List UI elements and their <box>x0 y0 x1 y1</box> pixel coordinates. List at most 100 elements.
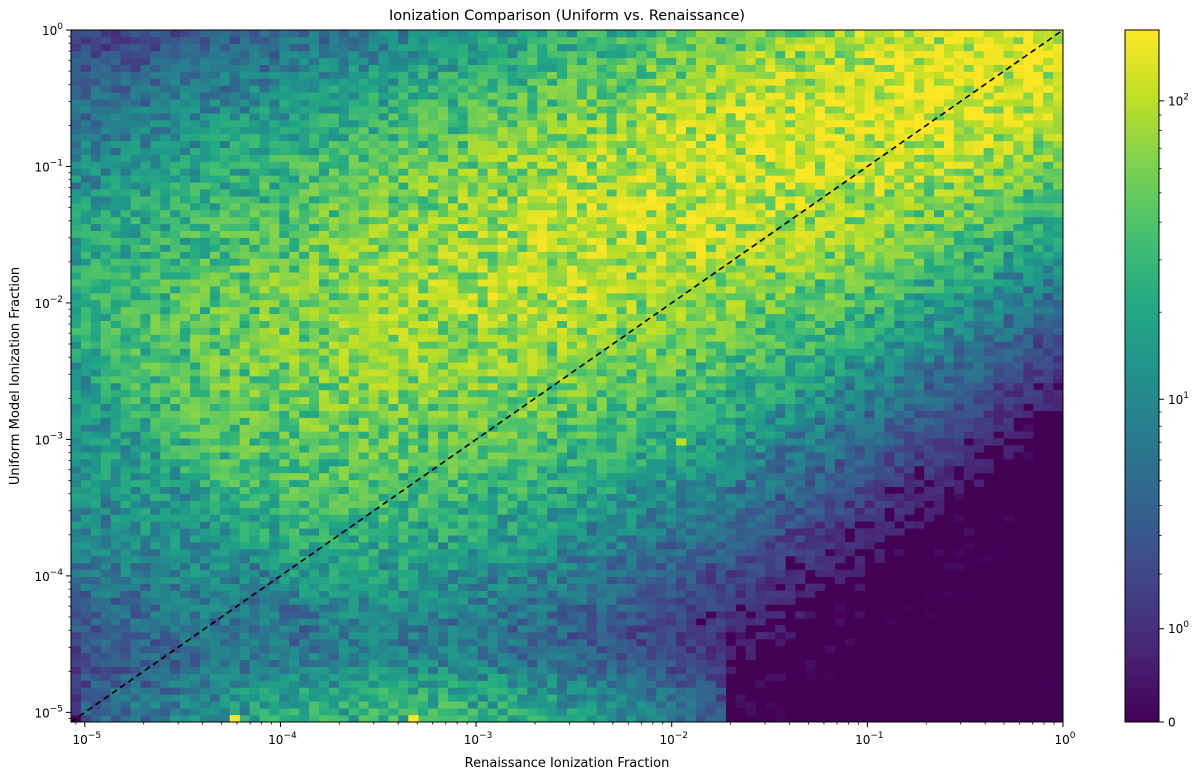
heatmap-cell <box>477 189 488 197</box>
heatmap-cell <box>368 362 379 370</box>
heatmap-cell <box>507 265 518 273</box>
heatmap-cell <box>547 147 558 155</box>
heatmap-cell <box>209 687 221 695</box>
heatmap-cell <box>487 244 498 252</box>
heatmap-cell <box>120 196 131 204</box>
heatmap-cell <box>418 334 429 342</box>
heatmap-cell <box>239 265 250 273</box>
heatmap-cell <box>190 64 201 72</box>
heatmap-cell <box>447 30 459 38</box>
heatmap-cell <box>160 189 171 197</box>
heatmap-cell <box>547 348 558 356</box>
heatmap-cell <box>467 604 479 612</box>
heatmap-cell <box>338 549 350 557</box>
heatmap-cell <box>418 687 429 695</box>
heatmap-cell <box>368 286 379 294</box>
heatmap-cell <box>219 472 231 481</box>
heatmap-cell <box>388 175 399 183</box>
heatmap-cell <box>140 611 151 619</box>
heatmap-cell <box>388 694 399 702</box>
heatmap-cell <box>269 465 280 474</box>
heatmap-cell <box>338 514 350 522</box>
heatmap-cell <box>447 701 459 709</box>
heatmap-cell <box>517 652 528 661</box>
heatmap-cell <box>408 493 419 501</box>
heatmap-cell <box>328 279 340 287</box>
heatmap-cell <box>378 140 389 148</box>
heatmap-cell <box>279 341 290 349</box>
heatmap-cell <box>160 279 171 287</box>
heatmap-cell <box>249 306 260 315</box>
heatmap-cell <box>269 203 280 211</box>
heatmap-cell <box>348 355 360 363</box>
heatmap-cell <box>497 50 508 59</box>
heatmap-cell <box>368 708 379 716</box>
heatmap-cell <box>289 611 300 619</box>
heatmap-cell <box>487 99 498 107</box>
heatmap-cell <box>229 549 240 557</box>
heatmap-cell <box>150 320 161 328</box>
heatmap-cell <box>160 528 171 536</box>
heatmap-cell <box>120 265 131 273</box>
heatmap-cell <box>447 64 459 72</box>
heatmap-cell <box>100 396 112 405</box>
heatmap-cell <box>289 465 300 474</box>
heatmap-cell <box>467 327 479 335</box>
heatmap-cell <box>319 542 330 550</box>
heatmap-cell <box>160 64 171 72</box>
heatmap-cell <box>170 424 181 432</box>
heatmap-cell <box>547 535 558 543</box>
heatmap-cell <box>190 92 201 100</box>
heatmap-cell <box>467 396 479 405</box>
heatmap-cell <box>467 203 479 211</box>
heatmap-cell <box>239 438 250 446</box>
heatmap-cell <box>428 251 439 259</box>
heatmap-cell <box>80 251 92 259</box>
heatmap-cell <box>507 43 518 52</box>
heatmap-cell <box>299 673 310 681</box>
heatmap-cell <box>120 500 131 508</box>
heatmap-cell <box>219 223 231 232</box>
heatmap-cell <box>527 438 538 446</box>
heatmap-cell <box>557 549 568 557</box>
heatmap-cell <box>90 57 102 65</box>
heatmap-cell <box>438 645 449 654</box>
heatmap-cell <box>497 549 508 557</box>
heatmap-cell <box>328 549 340 557</box>
heatmap-cell <box>348 590 360 598</box>
heatmap-cell <box>457 30 469 38</box>
heatmap-cell <box>408 569 419 578</box>
heatmap-cell <box>90 209 102 218</box>
heatmap-cell <box>309 355 320 363</box>
heatmap-cell <box>279 410 290 418</box>
heatmap-cell <box>398 43 409 52</box>
heatmap-cell <box>239 113 250 121</box>
heatmap-cell <box>71 535 82 543</box>
heatmap-cell <box>438 258 449 266</box>
heatmap-cell <box>219 348 231 356</box>
heatmap-cell <box>319 133 330 142</box>
heatmap-cell <box>199 486 211 494</box>
heatmap-cell <box>180 189 191 197</box>
heatmap-cell <box>229 64 240 72</box>
heatmap-cell <box>477 113 488 121</box>
heatmap-cell <box>447 175 459 183</box>
heatmap-cell <box>328 355 340 363</box>
heatmap-cell <box>388 555 399 564</box>
heatmap-cell <box>358 320 369 328</box>
heatmap-cell <box>299 694 310 702</box>
heatmap-cell <box>319 486 330 494</box>
heatmap-cell <box>398 78 409 86</box>
heatmap-cell <box>497 583 508 591</box>
heatmap-cell <box>537 71 548 79</box>
heatmap-cell <box>319 625 330 633</box>
heatmap-cell <box>199 680 211 688</box>
heatmap-cell <box>279 78 290 86</box>
heatmap-cell <box>199 175 211 183</box>
heatmap-cell <box>140 362 151 370</box>
heatmap-cell <box>388 514 399 522</box>
heatmap-cell <box>80 687 92 695</box>
heatmap-cell <box>219 237 231 245</box>
heatmap-cell <box>388 106 399 114</box>
heatmap-cell <box>447 625 459 633</box>
